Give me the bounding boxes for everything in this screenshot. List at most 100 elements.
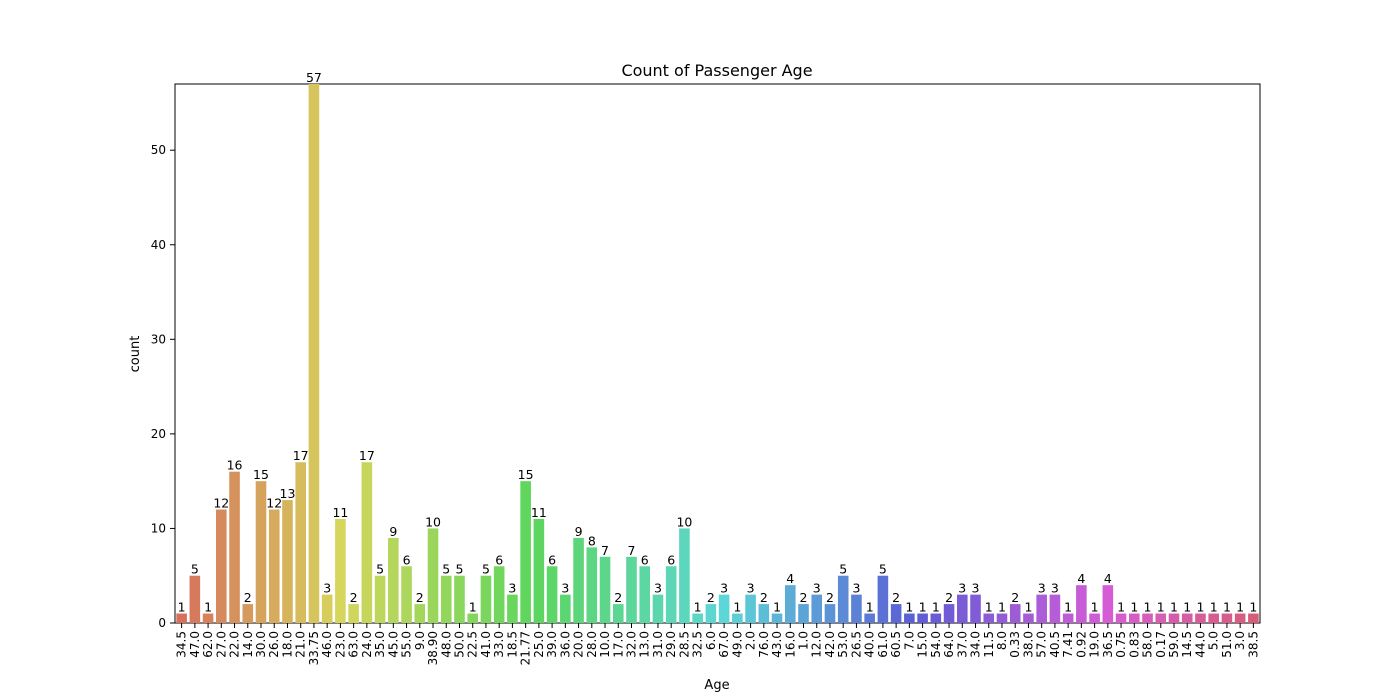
x-tick-label: 24.0 [360, 631, 374, 658]
bar [480, 575, 492, 623]
x-tick-label: 0.75 [1114, 631, 1128, 658]
bar [1208, 613, 1219, 623]
bar [1049, 594, 1061, 623]
bar-value-label: 1 [469, 600, 477, 615]
bar [811, 594, 823, 623]
bar [546, 566, 558, 623]
x-tick-label: 9.0 [413, 631, 427, 650]
bar-value-label: 5 [482, 562, 490, 577]
bar [837, 575, 849, 623]
bar-value-label: 13 [280, 486, 296, 501]
x-tick-label: 31.0 [651, 631, 665, 658]
x-tick-label: 26.0 [267, 631, 281, 658]
y-tick-label: 30 [151, 332, 166, 346]
bar [798, 604, 809, 623]
x-tick-label: 39.0 [545, 631, 559, 658]
bar-value-label: 5 [191, 562, 199, 577]
bar [784, 585, 796, 623]
bar [665, 566, 677, 623]
bar-value-label: 1 [905, 600, 913, 615]
bar [692, 613, 703, 623]
bar-value-label: 1 [204, 600, 212, 615]
x-tick-label: 14.5 [1180, 631, 1194, 658]
bar [533, 518, 545, 623]
bar [904, 613, 915, 623]
x-tick-label: 41.0 [479, 631, 493, 658]
bar-value-label: 2 [614, 590, 622, 605]
bar-value-label: 1 [1064, 600, 1072, 615]
bar [1142, 613, 1153, 623]
bar-value-label: 1 [733, 600, 741, 615]
bar [758, 604, 770, 623]
x-tick-label: 63.0 [347, 631, 361, 658]
bar [189, 575, 201, 623]
bar [374, 575, 386, 623]
x-tick-label: 16.0 [783, 631, 797, 658]
x-tick-label: 22.5 [466, 631, 480, 658]
bar-value-label: 1 [1249, 600, 1257, 615]
x-tick-label: 20.0 [572, 631, 586, 658]
y-tick-label: 50 [151, 143, 166, 157]
bar-value-label: 11 [531, 505, 547, 520]
y-tick-label: 0 [158, 616, 166, 630]
bar [216, 509, 227, 623]
y-axis-label: count [128, 336, 143, 373]
bar-value-label: 7 [628, 543, 636, 558]
bar-value-label: 1 [998, 600, 1006, 615]
x-tick-label: 10.0 [598, 631, 612, 658]
bar-value-label: 1 [932, 600, 940, 615]
x-tick-label: 0.92 [1074, 631, 1088, 658]
x-tick-label: 40.5 [1048, 631, 1062, 658]
x-tick-label: 32.0 [624, 631, 638, 658]
bar [652, 594, 664, 623]
bar [917, 613, 928, 623]
bar [745, 594, 756, 623]
x-tick-label: 58.0 [1141, 631, 1155, 658]
bar-value-label: 5 [376, 562, 384, 577]
bar-value-label: 6 [641, 552, 649, 567]
bar [970, 594, 981, 623]
bar [1129, 613, 1140, 623]
bar-value-label: 1 [1130, 600, 1138, 615]
x-tick-label: 33.0 [492, 631, 506, 658]
bar [308, 84, 320, 623]
bar [1076, 585, 1087, 623]
x-tick-label: 40.0 [863, 631, 877, 658]
x-tick-label: 21.0 [294, 631, 308, 658]
bar-value-label: 1 [1024, 600, 1032, 615]
x-tick-label: 2.0 [744, 631, 758, 650]
bar [440, 575, 452, 623]
bar-value-label: 10 [425, 514, 441, 529]
bar-value-label: 3 [958, 581, 966, 596]
bar-value-label: 5 [442, 562, 450, 577]
x-axis-label: Age [704, 678, 729, 693]
x-tick-label: 38.5 [1246, 631, 1260, 658]
bar [361, 462, 373, 623]
bar-value-label: 1 [1223, 600, 1231, 615]
bar-value-label: 9 [389, 524, 397, 539]
bar [176, 613, 187, 623]
bar [242, 604, 254, 623]
x-tick-label: 37.0 [955, 631, 969, 658]
bar-value-label: 3 [1051, 581, 1059, 596]
bar [1181, 613, 1193, 623]
bar [1009, 604, 1021, 623]
bar-value-label: 7 [601, 543, 609, 558]
bar-value-label: 57 [306, 70, 322, 85]
x-tick-label: 11.5 [982, 631, 996, 658]
x-tick-label: 49.0 [730, 631, 744, 658]
x-tick-label: 7.41 [1061, 631, 1075, 658]
x-tick-label: 21.77 [519, 631, 533, 665]
bar-value-label: 1 [866, 600, 874, 615]
x-tick-label: 35.0 [373, 631, 387, 658]
bar-value-label: 2 [945, 590, 953, 605]
x-tick-label: 19.0 [1088, 631, 1102, 658]
bar [1115, 613, 1127, 623]
bar-value-label: 3 [1038, 581, 1046, 596]
bar [626, 556, 637, 623]
x-tick-label: 17.0 [611, 631, 625, 658]
y-tick-label: 40 [151, 238, 166, 252]
x-tick-label: 26.5 [849, 631, 863, 658]
bar [586, 547, 598, 623]
